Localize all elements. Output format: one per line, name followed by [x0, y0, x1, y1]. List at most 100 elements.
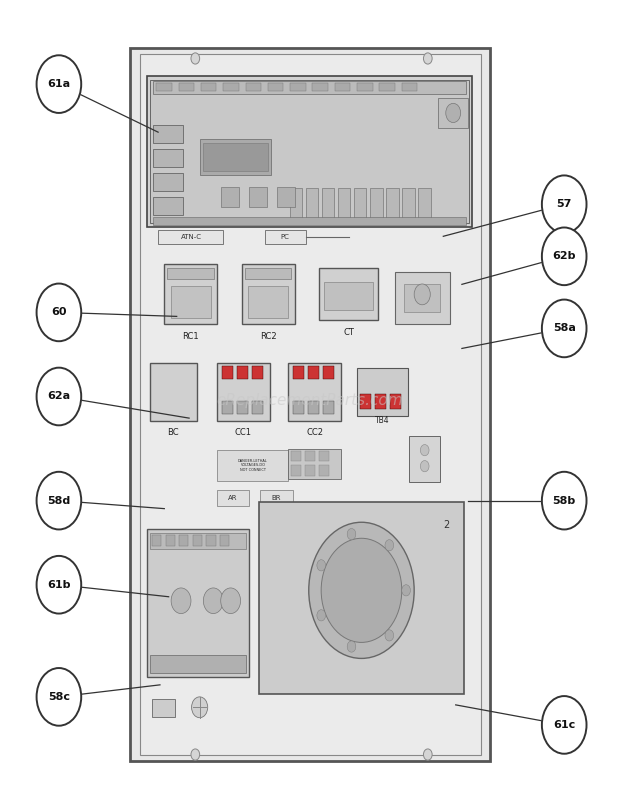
Text: eReplacementParts.com: eReplacementParts.com: [216, 393, 404, 408]
FancyBboxPatch shape: [354, 188, 366, 219]
Circle shape: [221, 588, 241, 614]
Text: 61b: 61b: [47, 580, 71, 590]
Circle shape: [321, 538, 402, 642]
FancyBboxPatch shape: [375, 394, 386, 409]
FancyBboxPatch shape: [390, 394, 401, 409]
FancyBboxPatch shape: [319, 451, 329, 461]
Text: 60: 60: [51, 308, 67, 317]
FancyBboxPatch shape: [338, 188, 350, 219]
Text: 62b: 62b: [552, 252, 576, 261]
FancyBboxPatch shape: [200, 139, 271, 175]
FancyBboxPatch shape: [404, 284, 440, 312]
FancyBboxPatch shape: [305, 451, 315, 461]
FancyBboxPatch shape: [153, 149, 183, 167]
Circle shape: [317, 560, 326, 571]
FancyBboxPatch shape: [153, 173, 183, 191]
FancyBboxPatch shape: [308, 401, 319, 414]
Circle shape: [385, 630, 394, 641]
FancyBboxPatch shape: [164, 264, 217, 324]
Text: 2: 2: [443, 520, 449, 529]
FancyBboxPatch shape: [246, 83, 261, 91]
FancyBboxPatch shape: [221, 187, 239, 207]
FancyBboxPatch shape: [220, 535, 229, 546]
Circle shape: [423, 749, 432, 760]
Text: PC: PC: [281, 234, 290, 240]
FancyBboxPatch shape: [150, 80, 469, 223]
FancyBboxPatch shape: [308, 366, 319, 379]
FancyBboxPatch shape: [140, 54, 480, 755]
FancyBboxPatch shape: [268, 83, 283, 91]
FancyBboxPatch shape: [395, 272, 450, 324]
FancyBboxPatch shape: [206, 535, 216, 546]
FancyBboxPatch shape: [203, 143, 268, 171]
FancyBboxPatch shape: [223, 83, 239, 91]
FancyBboxPatch shape: [237, 366, 248, 379]
FancyBboxPatch shape: [130, 48, 490, 761]
Text: TB4: TB4: [375, 416, 390, 425]
FancyBboxPatch shape: [293, 366, 304, 379]
FancyBboxPatch shape: [249, 187, 267, 207]
FancyBboxPatch shape: [147, 529, 249, 677]
FancyBboxPatch shape: [237, 401, 248, 414]
Circle shape: [309, 522, 414, 658]
Circle shape: [420, 445, 429, 456]
Circle shape: [385, 540, 394, 551]
FancyBboxPatch shape: [290, 83, 306, 91]
FancyBboxPatch shape: [290, 188, 302, 219]
FancyBboxPatch shape: [153, 125, 183, 143]
FancyBboxPatch shape: [152, 699, 175, 717]
FancyBboxPatch shape: [259, 502, 464, 694]
FancyBboxPatch shape: [324, 282, 373, 310]
Text: AR: AR: [228, 495, 238, 501]
FancyBboxPatch shape: [193, 535, 202, 546]
Text: 62a: 62a: [47, 392, 71, 401]
FancyBboxPatch shape: [179, 83, 194, 91]
FancyBboxPatch shape: [288, 363, 341, 421]
Text: 61a: 61a: [47, 79, 71, 89]
FancyBboxPatch shape: [293, 401, 304, 414]
Text: 58b: 58b: [552, 496, 576, 505]
FancyBboxPatch shape: [312, 83, 328, 91]
FancyBboxPatch shape: [386, 188, 399, 219]
FancyBboxPatch shape: [306, 188, 318, 219]
FancyBboxPatch shape: [291, 451, 301, 461]
Text: 57: 57: [557, 199, 572, 209]
FancyBboxPatch shape: [217, 450, 288, 481]
FancyBboxPatch shape: [217, 490, 249, 506]
Circle shape: [37, 284, 81, 341]
Circle shape: [414, 284, 430, 305]
Circle shape: [192, 697, 208, 718]
FancyBboxPatch shape: [265, 230, 306, 244]
FancyBboxPatch shape: [252, 366, 263, 379]
Circle shape: [542, 696, 587, 754]
Circle shape: [317, 610, 326, 621]
Circle shape: [191, 53, 200, 64]
FancyBboxPatch shape: [305, 465, 315, 476]
FancyBboxPatch shape: [319, 465, 329, 476]
Circle shape: [37, 368, 81, 425]
FancyBboxPatch shape: [322, 188, 334, 219]
Circle shape: [542, 175, 587, 233]
Text: 58c: 58c: [48, 692, 70, 702]
Text: RC1: RC1: [182, 332, 199, 341]
Text: ATN-C: ATN-C: [180, 234, 202, 240]
Circle shape: [423, 53, 432, 64]
Text: 58d: 58d: [47, 496, 71, 505]
Circle shape: [347, 641, 356, 652]
FancyBboxPatch shape: [402, 188, 415, 219]
Text: DANGER-LETHAL
VOLTAGES-DO
NOT CONNECT: DANGER-LETHAL VOLTAGES-DO NOT CONNECT: [238, 459, 268, 472]
Text: CT: CT: [343, 328, 354, 337]
Circle shape: [542, 227, 587, 285]
Text: BR: BR: [272, 495, 281, 501]
FancyBboxPatch shape: [409, 436, 440, 482]
Text: 58a: 58a: [553, 324, 575, 333]
FancyBboxPatch shape: [147, 76, 472, 227]
FancyBboxPatch shape: [418, 188, 431, 219]
FancyBboxPatch shape: [288, 449, 341, 479]
FancyBboxPatch shape: [379, 83, 395, 91]
FancyBboxPatch shape: [291, 465, 301, 476]
Circle shape: [203, 588, 223, 614]
Text: CC2: CC2: [306, 428, 323, 437]
FancyBboxPatch shape: [217, 363, 270, 421]
FancyBboxPatch shape: [150, 363, 197, 421]
